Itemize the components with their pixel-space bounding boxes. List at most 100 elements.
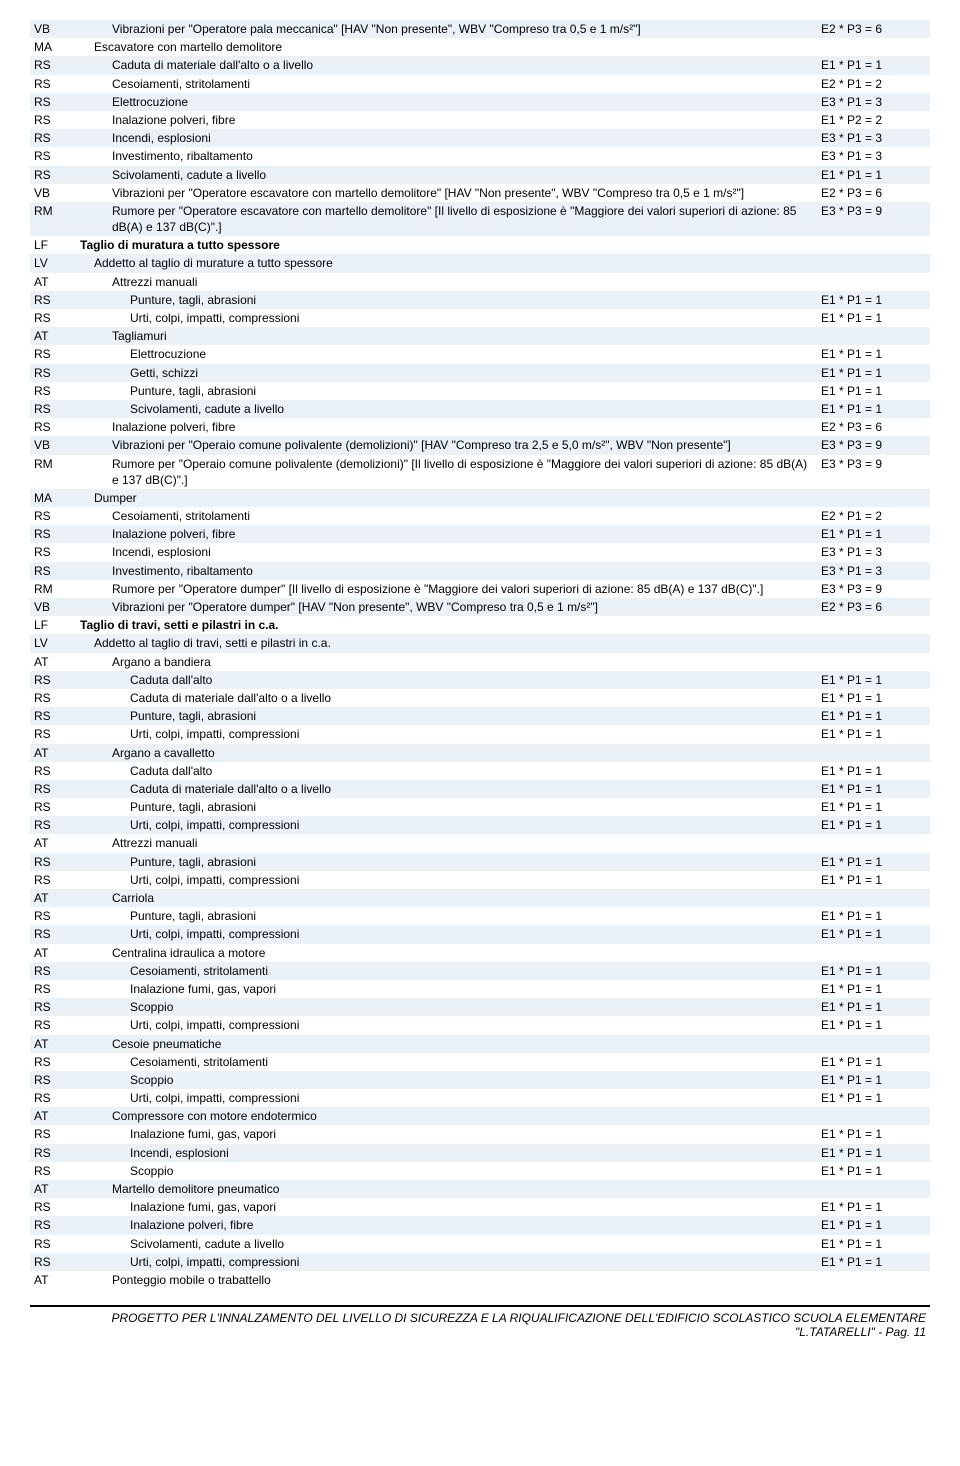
row-code: RS <box>30 111 76 129</box>
row-description: Punture, tagli, abrasioni <box>76 382 817 400</box>
row-description: Inalazione fumi, gas, vapori <box>76 1198 817 1216</box>
row-description: Cesoiamenti, stritolamenti <box>76 507 817 525</box>
table-row: RSCaduta dall'altoE1 * P1 = 1 <box>30 671 930 689</box>
row-description: Attrezzi manuali <box>76 273 817 291</box>
row-value: E1 * P1 = 1 <box>817 1216 930 1234</box>
row-code: RS <box>30 507 76 525</box>
row-value <box>817 38 930 56</box>
row-code: RS <box>30 689 76 707</box>
footer-separator <box>30 1305 930 1307</box>
row-value: E1 * P1 = 1 <box>817 1162 930 1180</box>
row-value: E3 * P1 = 3 <box>817 93 930 111</box>
row-value: E1 * P1 = 1 <box>817 689 930 707</box>
row-value: E2 * P3 = 6 <box>817 598 930 616</box>
row-code: RS <box>30 309 76 327</box>
row-code: RS <box>30 871 76 889</box>
row-value <box>817 1107 930 1125</box>
table-row: RSCaduta di materiale dall'alto o a live… <box>30 689 930 707</box>
table-row: RSInalazione polveri, fibreE2 * P3 = 6 <box>30 418 930 436</box>
row-description: Cesoiamenti, stritolamenti <box>76 962 817 980</box>
row-value: E1 * P1 = 1 <box>817 980 930 998</box>
row-value: E1 * P1 = 1 <box>817 780 930 798</box>
row-value: E3 * P3 = 9 <box>817 202 930 236</box>
table-row: ATCentralina idraulica a motore <box>30 944 930 962</box>
row-code: VB <box>30 436 76 454</box>
row-value: E3 * P1 = 3 <box>817 147 930 165</box>
row-value: E1 * P1 = 1 <box>817 1125 930 1143</box>
table-row: RSInalazione polveri, fibreE1 * P1 = 1 <box>30 525 930 543</box>
row-code: RS <box>30 780 76 798</box>
row-description: Rumore per "Operatore dumper" [Il livell… <box>76 580 817 598</box>
row-value: E2 * P3 = 6 <box>817 20 930 38</box>
row-description: Tagliamuri <box>76 327 817 345</box>
row-code: AT <box>30 273 76 291</box>
row-description: Argano a bandiera <box>76 653 817 671</box>
table-row: VBVibrazioni per "Operatore pala meccani… <box>30 20 930 38</box>
table-row: ATAttrezzi manuali <box>30 273 930 291</box>
row-code: RM <box>30 455 76 489</box>
row-description: Inalazione polveri, fibre <box>76 111 817 129</box>
row-value: E1 * P1 = 1 <box>817 166 930 184</box>
row-description: Incendi, esplosioni <box>76 543 817 561</box>
row-value: E1 * P2 = 2 <box>817 111 930 129</box>
row-code: RS <box>30 925 76 943</box>
row-description: Investimento, ribaltamento <box>76 562 817 580</box>
row-value: E1 * P1 = 1 <box>817 998 930 1016</box>
table-row: RSInvestimento, ribaltamentoE3 * P1 = 3 <box>30 562 930 580</box>
row-value: E1 * P1 = 1 <box>817 725 930 743</box>
row-code: RS <box>30 543 76 561</box>
row-value <box>817 834 930 852</box>
row-description: Escavatore con martello demolitore <box>76 38 817 56</box>
row-value <box>817 1035 930 1053</box>
row-code: AT <box>30 944 76 962</box>
row-code: RS <box>30 907 76 925</box>
row-description: Ponteggio mobile o trabattello <box>76 1271 817 1289</box>
row-value: E3 * P3 = 9 <box>817 436 930 454</box>
row-code: RS <box>30 962 76 980</box>
row-description: Scoppio <box>76 998 817 1016</box>
table-row: VBVibrazioni per "Operatore escavatore c… <box>30 184 930 202</box>
table-row: RSInalazione polveri, fibreE1 * P1 = 1 <box>30 1216 930 1234</box>
row-description: Elettrocuzione <box>76 345 817 363</box>
table-row: RSCesoiamenti, stritolamentiE2 * P1 = 2 <box>30 507 930 525</box>
table-row: MADumper <box>30 489 930 507</box>
row-description: Scivolamenti, cadute a livello <box>76 166 817 184</box>
row-value <box>817 744 930 762</box>
table-row: RSUrti, colpi, impatti, compressioniE1 *… <box>30 1016 930 1034</box>
row-code: AT <box>30 889 76 907</box>
row-value <box>817 889 930 907</box>
table-row: ATCompressore con motore endotermico <box>30 1107 930 1125</box>
row-code: RS <box>30 129 76 147</box>
row-value: E2 * P1 = 2 <box>817 507 930 525</box>
row-description: Urti, colpi, impatti, compressioni <box>76 816 817 834</box>
row-description: Punture, tagli, abrasioni <box>76 707 817 725</box>
row-value: E1 * P1 = 1 <box>817 798 930 816</box>
row-description: Scoppio <box>76 1162 817 1180</box>
row-code: RS <box>30 400 76 418</box>
row-description: Cesoie pneumatiche <box>76 1035 817 1053</box>
row-code: VB <box>30 184 76 202</box>
row-description: Scoppio <box>76 1071 817 1089</box>
row-code: RS <box>30 998 76 1016</box>
row-description: Vibrazioni per "Operatore pala meccanica… <box>76 20 817 38</box>
row-code: AT <box>30 1035 76 1053</box>
row-description: Taglio di travi, setti e pilastri in c.a… <box>76 616 817 634</box>
row-value: E1 * P1 = 1 <box>817 56 930 74</box>
row-description: Incendi, esplosioni <box>76 1144 817 1162</box>
row-code: RM <box>30 202 76 236</box>
table-row: RSScivolamenti, cadute a livelloE1 * P1 … <box>30 166 930 184</box>
row-value <box>817 616 930 634</box>
table-row: RSCaduta di materiale dall'alto o a live… <box>30 56 930 74</box>
row-value: E1 * P1 = 1 <box>817 291 930 309</box>
table-row: MAEscavatore con martello demolitore <box>30 38 930 56</box>
row-code: RS <box>30 364 76 382</box>
row-value: E1 * P1 = 1 <box>817 907 930 925</box>
table-row: RSPunture, tagli, abrasioniE1 * P1 = 1 <box>30 707 930 725</box>
row-description: Incendi, esplosioni <box>76 129 817 147</box>
row-code: AT <box>30 1180 76 1198</box>
table-row: RSCaduta di materiale dall'alto o a live… <box>30 780 930 798</box>
table-row: RSScoppioE1 * P1 = 1 <box>30 1071 930 1089</box>
row-value <box>817 944 930 962</box>
row-value: E2 * P3 = 6 <box>817 184 930 202</box>
row-code: RS <box>30 762 76 780</box>
